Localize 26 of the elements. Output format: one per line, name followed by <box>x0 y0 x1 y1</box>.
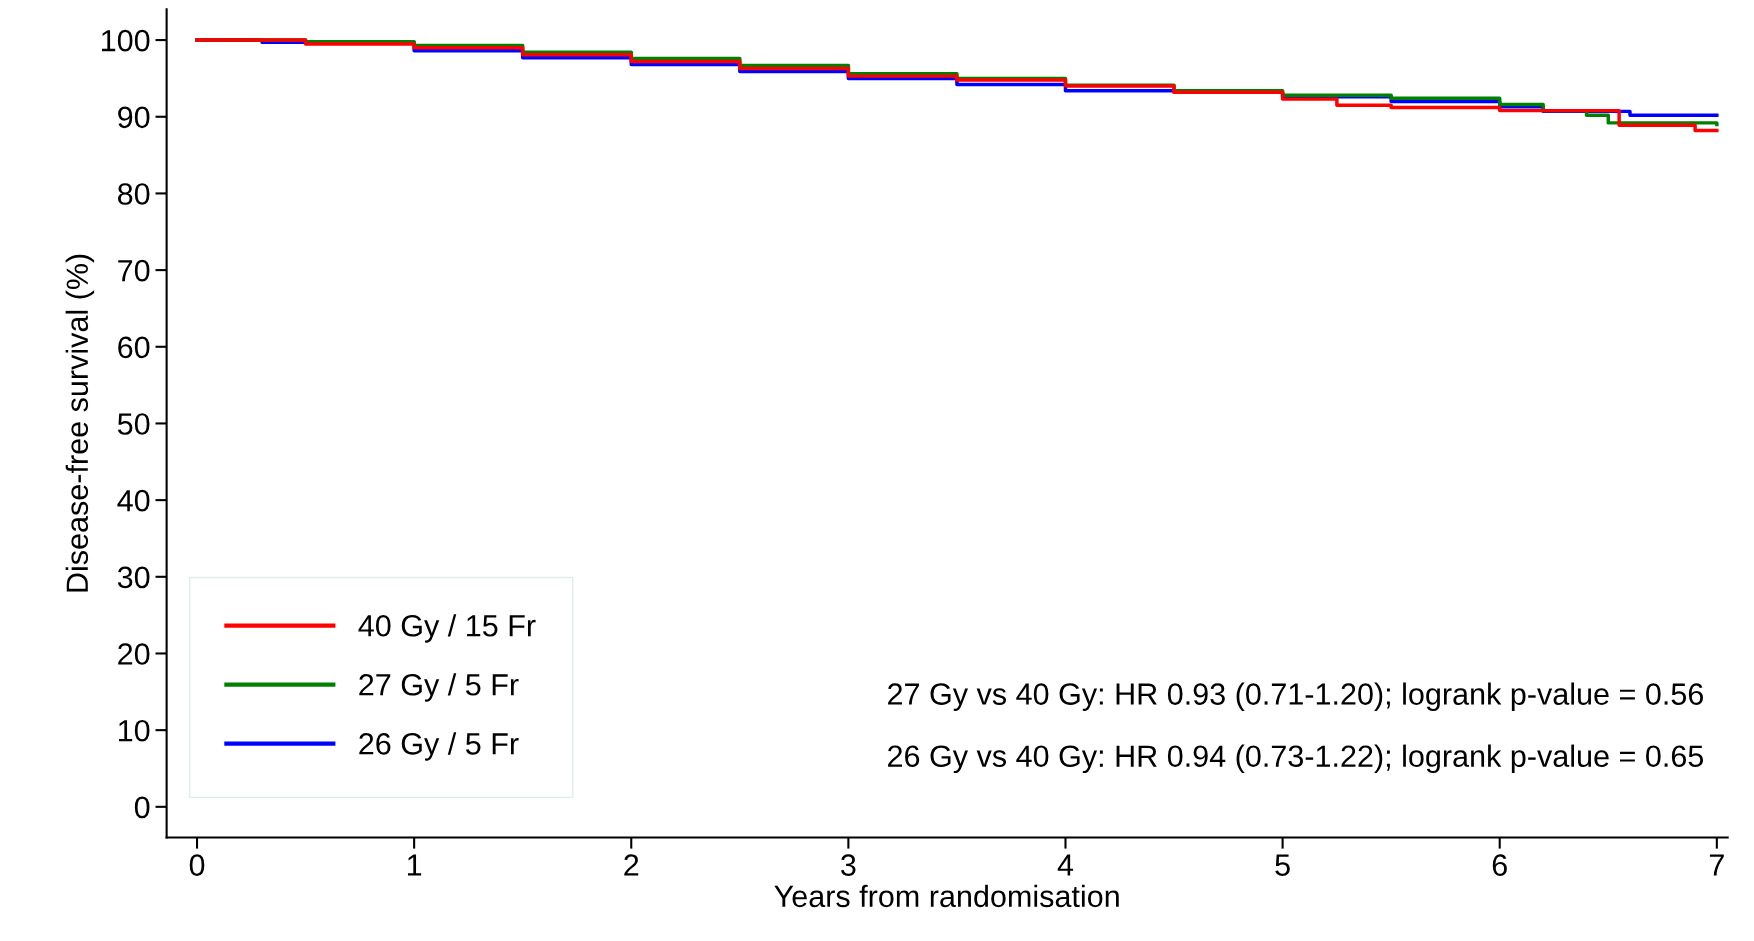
y-tick-label: 100 <box>102 29 150 52</box>
y-tick-label: 60 <box>118 336 150 359</box>
x-tick-label: 6 <box>1492 854 1507 876</box>
x-tick-label: 5 <box>1275 854 1290 876</box>
annotation: 27 Gy vs 40 Gy: HR 0.93 (0.71-1.20); logrank p-value = 0.56 <box>888 682 1703 711</box>
y-axis-title: Disease-free survival (%) <box>65 254 95 592</box>
x-tick-label: 0 <box>189 854 205 876</box>
y-tick-label: 90 <box>118 106 150 129</box>
legend-label: 27 Gy / 5 Fr <box>359 673 519 702</box>
y-tick-label: 70 <box>118 259 150 282</box>
y-tick-label: 20 <box>118 643 150 665</box>
y-tick-label: 0 <box>134 796 150 819</box>
x-axis-title: Years from randomisation <box>774 884 1119 908</box>
x-tick-label: 7 <box>1709 854 1724 876</box>
y-tick-label: 50 <box>117 413 150 435</box>
y-tick-label: 30 <box>117 566 150 589</box>
legend-label: 40 Gy / 15 Fr <box>358 614 536 643</box>
x-tick-label: 1 <box>407 854 422 876</box>
legend-label: 26 Gy / 5 Fr <box>359 732 519 761</box>
x-tick-label: 3 <box>841 854 856 876</box>
y-tick-label: 10 <box>119 719 150 742</box>
annotation: 26 Gy vs 40 Gy: HR 0.94 (0.73-1.22); logrank p-value = 0.65 <box>888 744 1704 774</box>
x-tick-label: 4 <box>1057 854 1074 876</box>
y-tick-label: 40 <box>117 489 150 512</box>
y-tick-label: 80 <box>118 183 150 205</box>
x-tick-label: 2 <box>624 854 639 876</box>
